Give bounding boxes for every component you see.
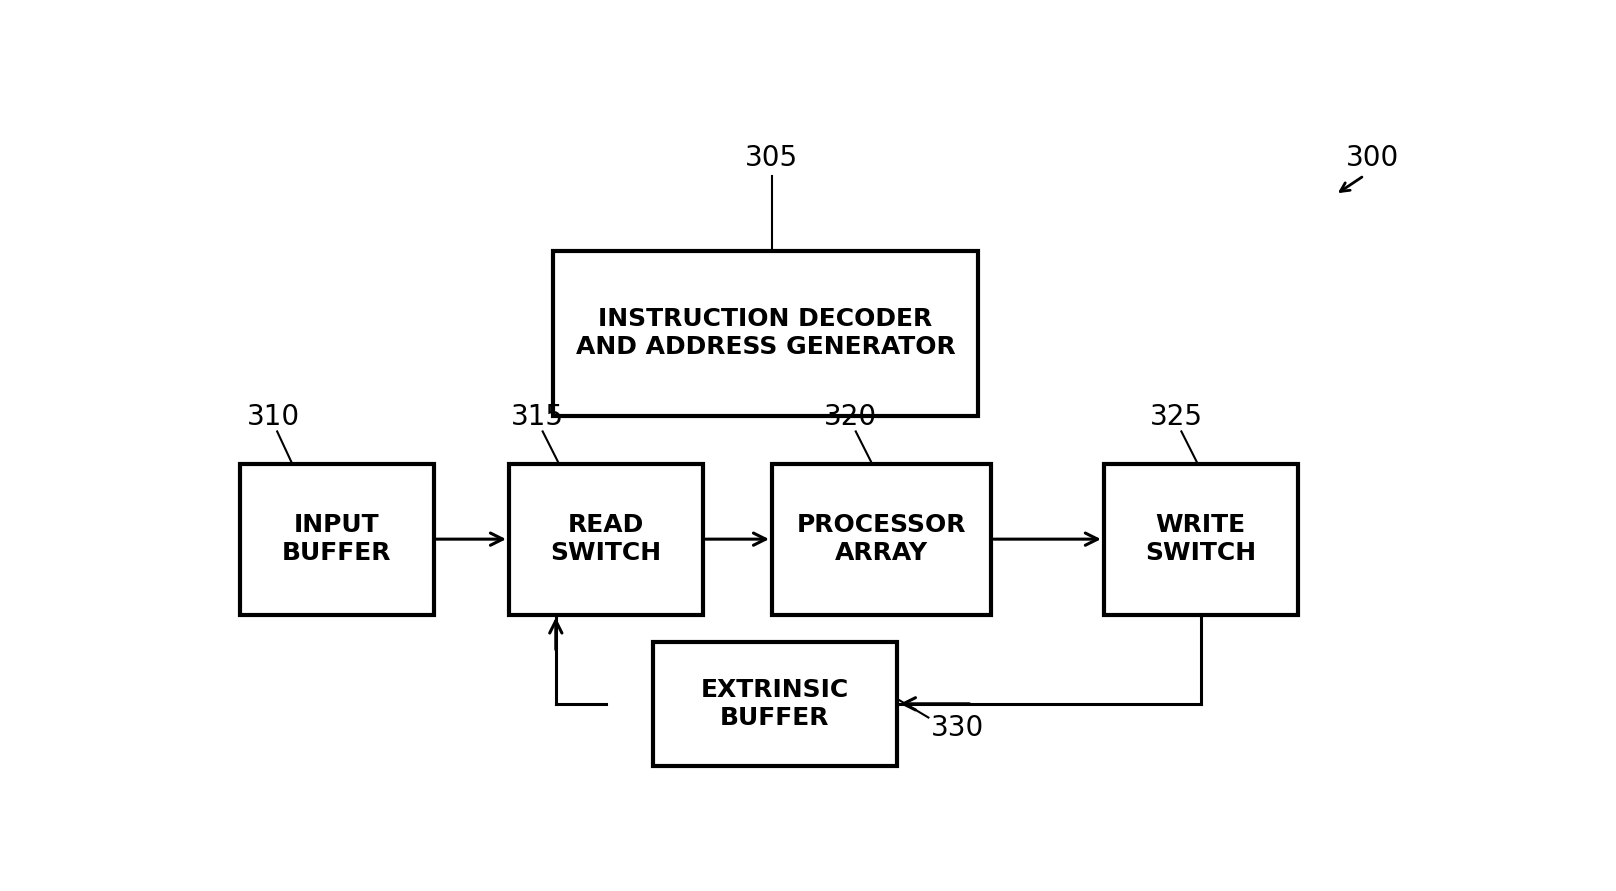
FancyBboxPatch shape [772,463,991,615]
Text: 305: 305 [745,144,798,172]
FancyBboxPatch shape [553,251,979,415]
FancyBboxPatch shape [653,642,897,765]
FancyBboxPatch shape [509,463,703,615]
Text: INPUT
BUFFER: INPUT BUFFER [281,513,391,565]
Text: READ
SWITCH: READ SWITCH [551,513,661,565]
Text: 315: 315 [511,403,564,431]
Text: 325: 325 [1151,403,1202,431]
Text: WRITE
SWITCH: WRITE SWITCH [1146,513,1256,565]
Text: INSTRUCTION DECODER
AND ADDRESS GENERATOR: INSTRUCTION DECODER AND ADDRESS GENERATO… [575,307,955,359]
Text: EXTRINSIC
BUFFER: EXTRINSIC BUFFER [701,678,848,730]
Text: 320: 320 [824,403,877,431]
FancyBboxPatch shape [1104,463,1298,615]
Text: PROCESSOR
ARRAY: PROCESSOR ARRAY [797,513,966,565]
Text: 300: 300 [1346,144,1399,172]
FancyBboxPatch shape [239,463,433,615]
Text: 310: 310 [247,403,301,431]
Text: 330: 330 [931,714,984,742]
